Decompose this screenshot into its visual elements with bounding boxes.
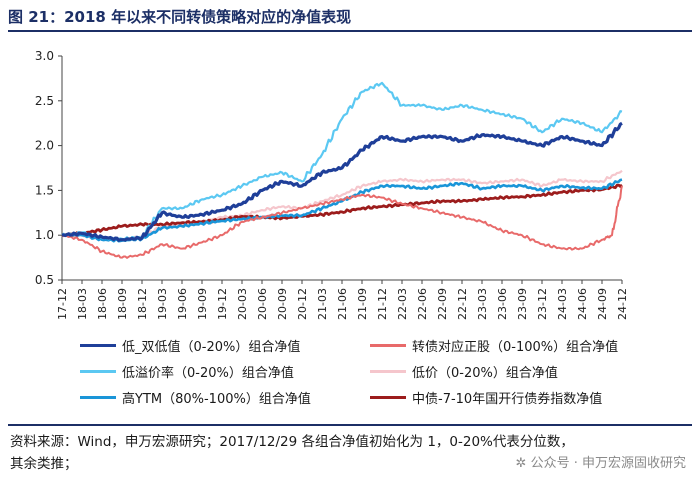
legend-label: 高YTM（80%-100%）组合净值: [122, 392, 311, 407]
x-tick-label: 21-09: [356, 288, 369, 320]
footnote-line-2: 其余类推；: [10, 456, 78, 472]
wechat-icon: ✲: [515, 456, 527, 471]
legend-label: 低_双低值（0-20%）组合净值: [122, 340, 301, 355]
chart-series: [61, 81, 623, 259]
title-rule: [8, 30, 692, 32]
footnote-rule: [8, 424, 692, 426]
legend-swatch: [370, 344, 406, 347]
x-tick-label: 22-09: [436, 288, 449, 320]
x-tick-label: 19-12: [216, 288, 229, 320]
x-tick-label: 20-09: [276, 288, 289, 320]
figure-title: 图 21：2018 年以来不同转债策略对应的净值表现: [8, 8, 352, 26]
y-tick-label: 1.5: [35, 183, 54, 197]
legend-item-5: 高YTM（80%-100%）组合净值: [80, 388, 311, 407]
legend-label: 中债-7-10年国开行债券指数净值: [412, 392, 603, 407]
x-tick-label: 24-12: [616, 288, 629, 320]
legend-item-1: 低_双低值（0-20%）组合净值: [80, 336, 300, 355]
x-tick-label: 23-03: [476, 288, 489, 320]
x-tick-label: 23-06: [496, 288, 509, 320]
legend-item-3: 低溢价率（0-20%）组合净值: [80, 362, 294, 381]
legend-swatch: [80, 344, 116, 347]
x-tick-label: 18-06: [96, 288, 109, 320]
x-tick-label: 21-12: [376, 288, 389, 320]
x-tick-label: 20-03: [236, 288, 249, 320]
legend-item-2: 转债对应正股（0-100%）组合净值: [370, 336, 618, 355]
x-tick-label: 24-06: [576, 288, 589, 320]
series-line-4: [61, 169, 623, 242]
watermark: ✲ 公众号 · 申万宏源固收研究: [516, 452, 686, 471]
x-tick-label: 19-06: [176, 288, 189, 320]
legend-swatch: [370, 396, 406, 399]
x-tick-label: 17-12: [56, 288, 69, 320]
legend-item-4: 低价（0-20%）组合净值: [370, 362, 558, 381]
source-footnote: 资料来源：Wind，申万宏源研究；2017/12/29 各组合净值初始化为 1，…: [10, 431, 610, 475]
series-line-2: [61, 185, 623, 259]
footnote-line-1: 资料来源：Wind，申万宏源研究；2017/12/29 各组合净值初始化为 1，…: [10, 434, 574, 450]
legend-swatch: [80, 396, 116, 399]
x-tick-label: 19-03: [156, 288, 169, 320]
series-line-5: [61, 178, 623, 243]
x-tick-label: 22-12: [456, 288, 469, 320]
x-tick-label: 19-09: [196, 288, 209, 320]
chart-ticks: 0.5 1.0 1.5 2.0 2.5 3.0 17-12 18-03 18-06 18-09 18…: [35, 49, 629, 320]
y-tick-label: 3.0: [35, 49, 54, 63]
y-tick-label: 2.0: [35, 139, 54, 153]
x-tick-label: 18-09: [116, 288, 129, 320]
legend-label: 转债对应正股（0-100%）组合净值: [412, 340, 619, 355]
legend-swatch: [370, 370, 406, 373]
series-line-1: [61, 121, 623, 242]
x-tick-label: 20-06: [256, 288, 269, 320]
legend-item-6: 中债-7-10年国开行债券指数净值: [370, 388, 602, 407]
x-tick-label: 22-06: [416, 288, 429, 320]
y-tick-label: 1.0: [35, 228, 54, 242]
legend-label: 低价（0-20%）组合净值: [412, 366, 558, 381]
x-tick-label: 24-09: [596, 288, 609, 320]
watermark-text: 公众号 · 申万宏源固收研究: [530, 456, 686, 471]
x-tick-label: 20-12: [296, 288, 309, 320]
series-line-3: [61, 81, 623, 241]
x-tick-label: 18-03: [76, 288, 89, 320]
legend-swatch: [80, 370, 116, 373]
series-line-6: [61, 183, 623, 237]
x-tick-label: 21-06: [336, 288, 349, 320]
x-tick-label: 23-09: [516, 288, 529, 320]
x-tick-label: 23-12: [536, 288, 549, 320]
x-tick-label: 24-03: [556, 288, 569, 320]
x-tick-label: 21-03: [316, 288, 329, 320]
y-tick-label: 0.5: [35, 273, 54, 287]
y-tick-label: 2.5: [35, 94, 54, 108]
legend-label: 低溢价率（0-20%）组合净值: [122, 366, 294, 381]
x-tick-label: 18-12: [136, 288, 149, 320]
x-tick-label: 22-03: [396, 288, 409, 320]
line-chart: 0.5 1.0 1.5 2.0 2.5 3.0 17-12 18-03 18-06 18-09 18…: [35, 49, 629, 320]
